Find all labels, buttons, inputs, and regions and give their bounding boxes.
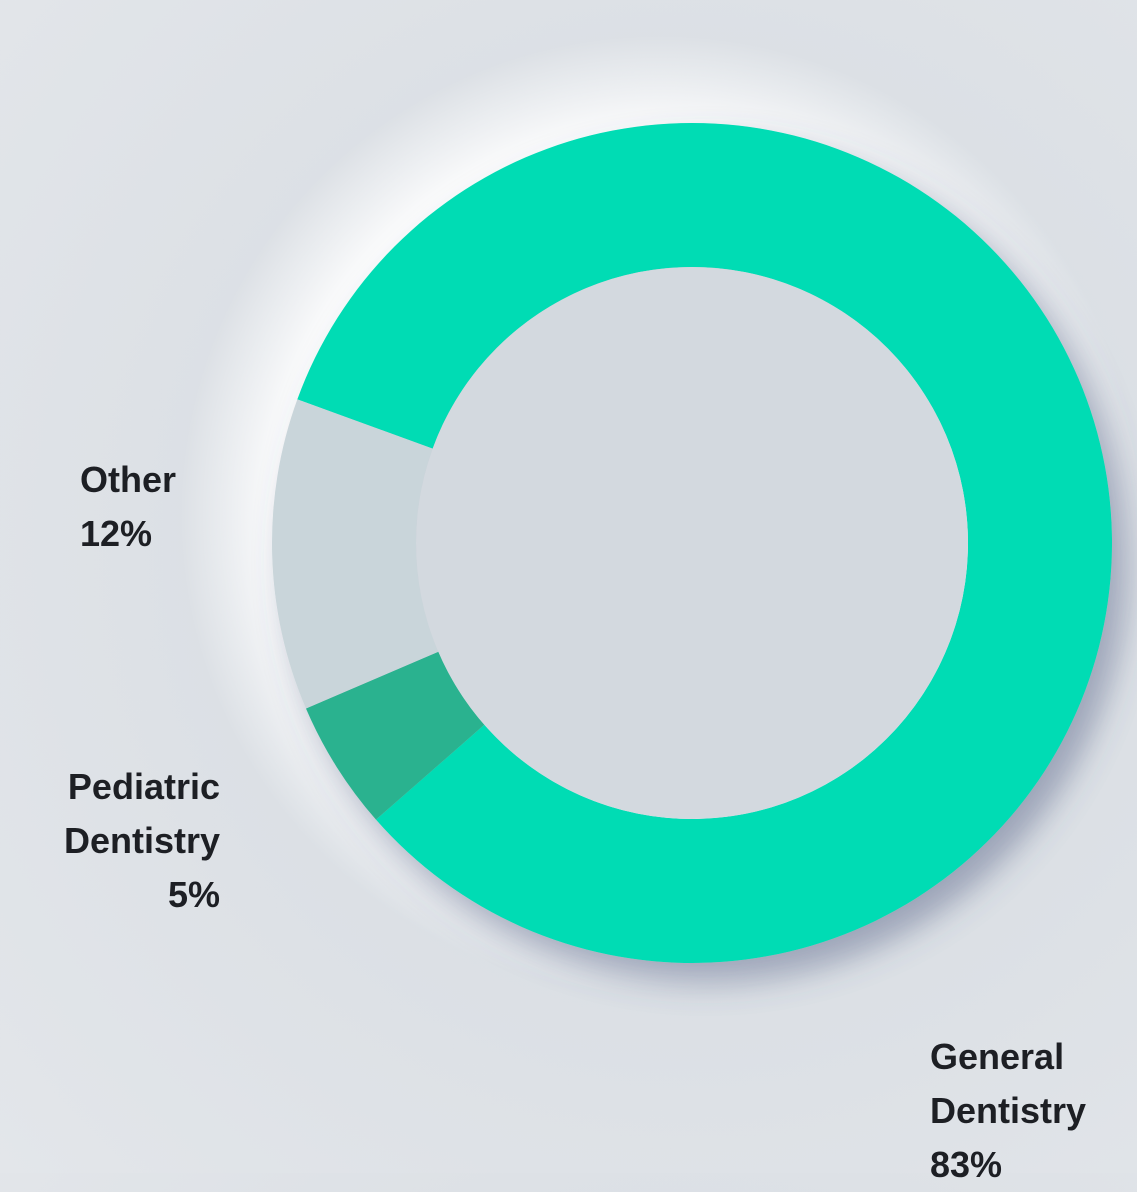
donut-segment — [297, 123, 1112, 964]
label-value: 12% — [80, 513, 153, 554]
label-category: General Dentistry — [930, 1036, 1087, 1131]
segment-label: General Dentistry 83% — [930, 1030, 1130, 1192]
donut-segment — [272, 399, 439, 709]
label-category: Other — [80, 459, 177, 500]
donut — [272, 123, 1112, 964]
donut-hole — [416, 267, 968, 819]
segment-label: Other 12% — [80, 453, 280, 561]
segment-label: Pediatric Dentistry 5% — [20, 760, 220, 922]
label-category: Pediatric Dentistry — [63, 766, 220, 861]
donut-segment — [305, 651, 485, 820]
label-value: 5% — [167, 874, 220, 915]
label-value: 83% — [930, 1144, 1003, 1185]
